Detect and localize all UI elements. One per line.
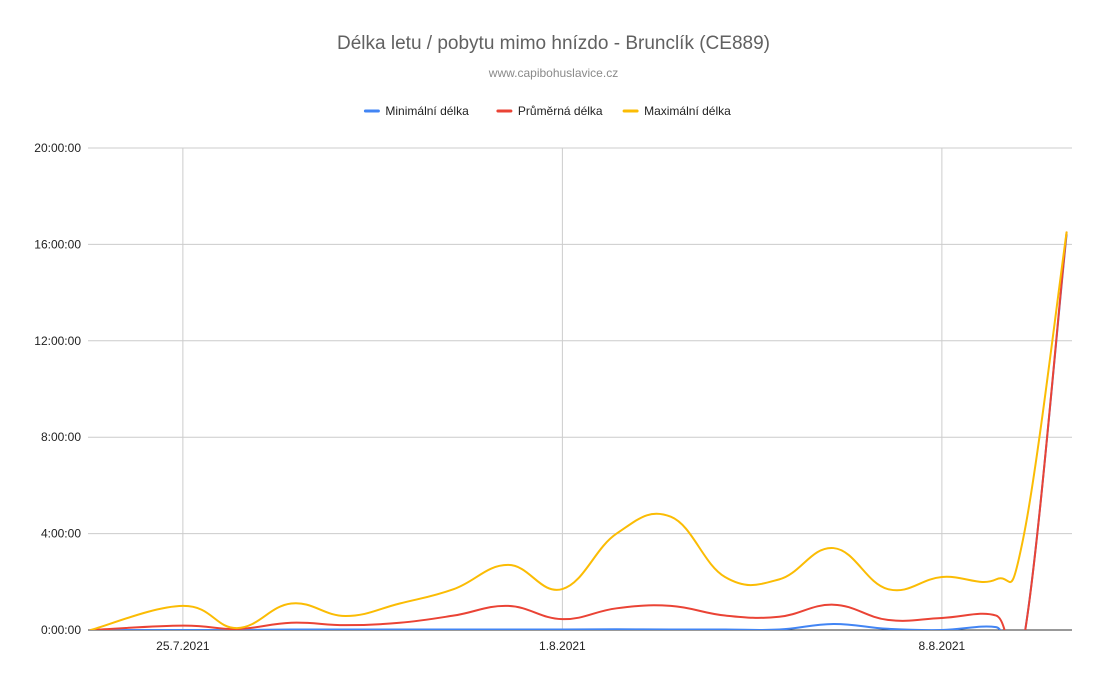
legend-label[interactable]: Minimální délka (385, 104, 469, 118)
y-tick-label: 0:00:00 (41, 623, 81, 637)
chart-subtitle: www.capibohuslavice.cz (488, 66, 619, 80)
y-tick-label: 20:00:00 (34, 141, 81, 155)
series-line-3 (89, 231, 1068, 630)
x-tick-label: 8.8.2021 (919, 639, 966, 653)
y-tick-label: 8:00:00 (41, 430, 81, 444)
legend-label[interactable]: Průměrná délka (518, 104, 603, 118)
x-tick-label: 25.7.2021 (156, 639, 210, 653)
series-line-2 (89, 231, 1068, 630)
chart-title: Délka letu / pobytu mimo hnízdo - Bruncl… (337, 33, 770, 54)
series-line-1 (89, 233, 1068, 630)
x-tick-label: 1.8.2021 (539, 639, 586, 653)
y-tick-label: 12:00:00 (34, 334, 81, 348)
y-tick-label: 16:00:00 (34, 237, 81, 251)
legend-label[interactable]: Maximální délka (644, 104, 731, 118)
y-tick-label: 4:00:00 (41, 527, 81, 541)
